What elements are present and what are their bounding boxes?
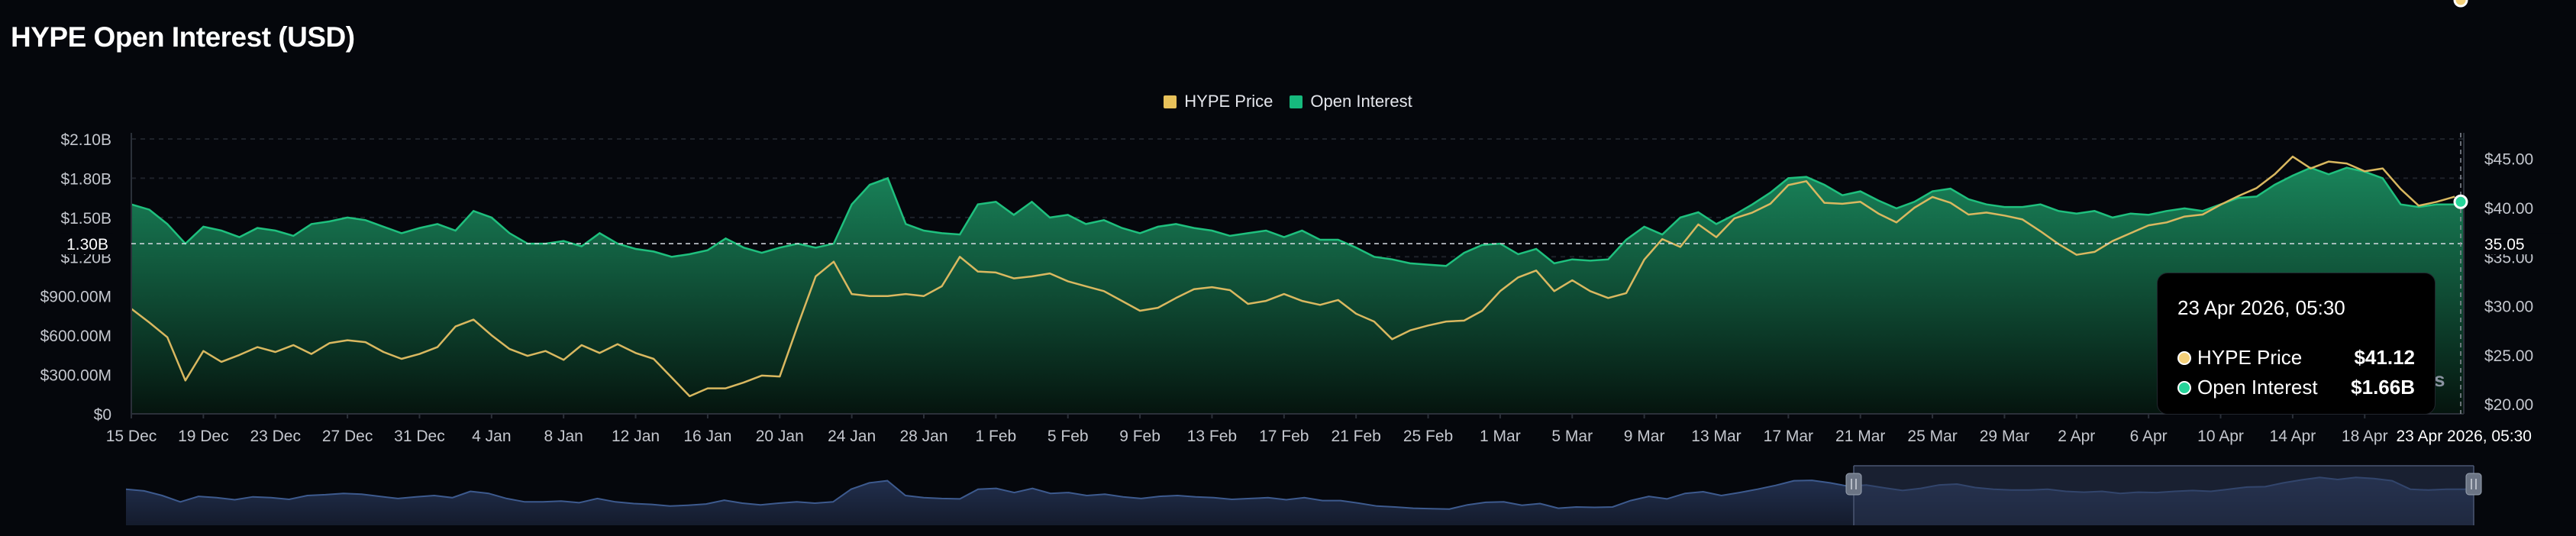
axes: $0$300.00M$600.00M$900.00M$1.20B$1.50B$1… [40,131,2534,445]
x-axis-tick-label: 9 Mar [1624,428,1665,445]
x-axis-tick-label: 31 Dec [394,428,445,445]
chart-tooltip: 23 Apr 2026, 05:30 HYPE Price $41.12 Ope… [2157,273,2436,415]
x-axis-tick-label: 27 Dec [322,428,373,445]
chart-legend: HYPE Price Open Interest [0,90,2576,113]
hover-marker-open-interest [2453,194,2468,209]
tooltip-dot-hype-price [2177,350,2191,365]
navigator-selection[interactable] [1854,466,2474,525]
x-axis-tick-label: 20 Jan [756,428,804,445]
x-axis-tick-label: 18 Apr [2342,428,2388,445]
x-axis-tick-label: 1 Mar [1480,428,1521,445]
legend-swatch-hype-price [1164,95,1177,108]
open-interest-area [131,167,2464,414]
left-axis-tick-label: $1.50B [60,210,111,228]
hover-marker-hype-price [2453,0,2468,8]
crosshair-x-label-bg [2388,422,2538,447]
x-axis-tick-label: 2 Apr [2058,428,2095,445]
tooltip-value-hype-price: $41.12 [2354,346,2415,369]
x-axis-tick-label: 13 Mar [1691,428,1741,445]
x-axis-tick-label: 21 Feb [1331,428,1380,445]
x-axis-tick-label: 17 Feb [1259,428,1309,445]
x-axis-tick-label: 15 Dec [106,428,157,445]
crosshair-y-label: 1.30B [66,236,108,253]
tooltip-row-hype-price: HYPE Price $41.12 [2177,343,2415,373]
x-axis-tick-label: 25 Mar [1907,428,1957,445]
x-axis-tick-label: 10 Apr [2197,428,2244,445]
tooltip-label-open-interest: Open Interest [2197,376,2318,399]
x-axis-tick-label: 21 Mar [1835,428,1885,445]
tooltip-value-open-interest: $1.66B [2351,376,2415,399]
x-axis-tick-label: 4 Jan [472,428,511,445]
navigator-handle-right[interactable] [2465,473,2482,496]
x-axis-tick-label: 9 Feb [1119,428,1160,445]
x-axis-tick-label: 14 Apr [2270,428,2316,445]
x-axis-tick-label: 8 Jan [544,428,583,445]
legend-label-hype-price: HYPE Price [1184,92,1273,111]
legend-item-open-interest[interactable]: Open Interest [1290,92,1412,111]
left-axis-tick-label: $300.00M [40,367,111,385]
crosshair: 1.30B 35.05 23 Apr 2026, 05:30 [61,0,2563,447]
x-axis-tick-label: 1 Feb [976,428,1017,445]
right-axis-tick-label: $25.00 [2484,347,2533,365]
left-axis-tick-label: $600.00M [40,328,111,345]
legend-item-hype-price[interactable]: HYPE Price [1164,92,1273,111]
left-axis-tick-label: $1.80B [60,170,111,188]
left-axis-tick-label: $900.00M [40,289,111,306]
x-axis-tick-label: 28 Jan [899,428,947,445]
tooltip-row-open-interest: Open Interest $1.66B [2177,373,2415,402]
x-axis-tick-label: 17 Mar [1764,428,1813,445]
x-axis-tick-label: 5 Feb [1048,428,1089,445]
x-axis-tick-label: 25 Feb [1403,428,1453,445]
right-axis-tick-label: $20.00 [2484,396,2533,414]
x-axis-tick-label: 29 Mar [1980,428,2029,445]
open-interest-line [131,166,2465,267]
x-axis-tick-label: 16 Jan [683,428,731,445]
legend-swatch-open-interest [1290,95,1303,108]
legend-label-open-interest: Open Interest [1310,92,1412,111]
crosshair-right-label-bg [2479,233,2563,255]
watermark-fragment: s [2434,368,2445,391]
crosshair-y-label-bg [61,233,113,255]
crosshair-right-label: 35.05 [2484,236,2525,253]
hype-price-line [131,155,2455,398]
right-axis-tick-label: $40.00 [2484,200,2533,218]
x-axis-tick-label: 19 Dec [178,428,229,445]
tooltip-date: 23 Apr 2026, 05:30 [2177,296,2345,319]
crosshair-x-label: 23 Apr 2026, 05:30 [2397,428,2532,445]
navigator-handle-left[interactable] [1845,473,1862,496]
tooltip-dot-open-interest [2177,380,2191,395]
right-axis-tick-label: $45.00 [2484,151,2533,169]
right-axis-tick-label: $30.00 [2484,299,2533,316]
left-axis-tick-label: $2.10B [60,131,111,149]
left-axis-tick-label: $0 [94,406,111,424]
x-axis-tick-label: 24 Jan [828,428,876,445]
x-axis-tick-label: 12 Jan [612,428,660,445]
x-axis-tick-label: 6 Apr [2130,428,2168,445]
range-navigator[interactable] [125,465,2482,525]
tooltip-label-hype-price: HYPE Price [2197,346,2303,369]
x-axis-tick-label: 5 Mar [1551,428,1593,445]
x-axis-tick-label: 23 Dec [250,428,301,445]
plot-area [131,155,2465,414]
x-axis-tick-label: 13 Feb [1187,428,1237,445]
page-title: HYPE Open Interest (USD) [11,21,355,53]
